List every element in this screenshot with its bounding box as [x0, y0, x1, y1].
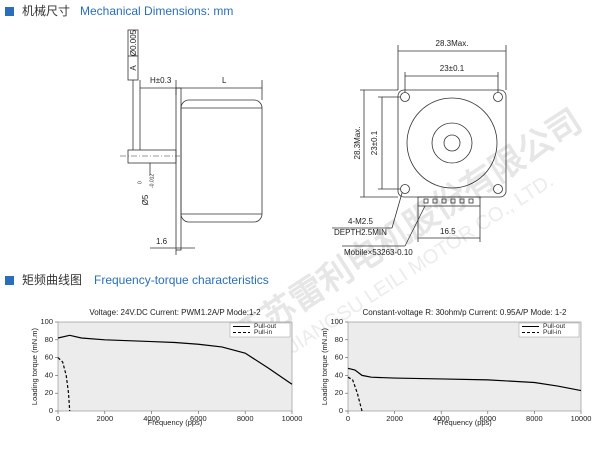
y-tick-label: 60 — [335, 353, 343, 362]
heading-icon — [5, 276, 14, 285]
dim-label: 0 — [137, 181, 143, 184]
front-view: 28.3Max. 23±0.1 28.3Max. 23±0.1 4-M2.5 D… — [332, 39, 507, 257]
x-tick-label: 4000 — [433, 414, 450, 423]
legend-label: Pull-in — [254, 329, 272, 336]
x-axis-label: Frequency (pps) — [437, 418, 492, 427]
x-tick-label: 0 — [56, 414, 60, 423]
x-tick-label: 0 — [346, 414, 350, 423]
x-tick-label: 10000 — [282, 414, 303, 423]
y-tick-label: 0 — [339, 406, 343, 415]
x-tick-label: 6000 — [190, 414, 207, 423]
dim-label: L — [222, 76, 227, 85]
legend-label: Pull-in — [543, 329, 561, 336]
series-line — [57, 334, 293, 385]
heading-cn: 机械尺寸 — [22, 3, 70, 18]
dim-label: -0.012 — [149, 174, 155, 188]
dim-label: 1.6 — [156, 237, 168, 246]
y-tick-label: 0 — [49, 406, 53, 415]
heading-en: Mechanical Dimensions: mm — [80, 4, 233, 18]
y-tick-label: 80 — [45, 335, 53, 344]
dim-label: Ø0.005 — [129, 29, 138, 56]
x-tick-label: 8000 — [526, 414, 543, 423]
legend-label: Pull-out — [254, 323, 276, 330]
y-tick-label: 40 — [45, 370, 53, 379]
heading-cn: 矩频曲线图 — [22, 273, 82, 287]
dim-label: Ø5 — [141, 194, 150, 205]
dim-label: Mobile×53263-0.10 — [344, 248, 413, 257]
dim-label: 23±0.1 — [370, 130, 379, 155]
dim-label: 4-M2.5 — [348, 217, 373, 226]
dim-label: A — [129, 65, 138, 71]
dim-label: 16.5 — [440, 227, 456, 236]
heading-icon — [5, 7, 14, 16]
y-tick-label: 100 — [40, 317, 53, 326]
chart-title: Constant-voltage R: 30ohm/p Current: 0.9… — [363, 308, 568, 317]
dim-label: 28.3Max. — [353, 127, 362, 160]
y-tick-label: 80 — [335, 335, 343, 344]
dim-label: DEPTH2.5MIN — [334, 228, 387, 237]
dim-label: 28.3Max. — [436, 39, 469, 48]
x-tick-label: 2000 — [386, 414, 403, 423]
dim-label: H±0.3 — [150, 76, 172, 85]
x-tick-label: 4000 — [143, 414, 160, 423]
dim-label: 23±0.1 — [440, 64, 465, 73]
y-tick-label: 20 — [335, 388, 343, 397]
x-axis-label: Frequency (pps) — [148, 418, 203, 427]
x-tick-label: 6000 — [479, 414, 496, 423]
y-tick-label: 60 — [45, 353, 53, 362]
series-line — [57, 357, 71, 412]
x-tick-label: 10000 — [571, 414, 592, 423]
chart-title: Voltage: 24V.DC Current: PWM1.2A/P Mode:… — [89, 308, 261, 317]
legend-label: Pull-out — [543, 323, 565, 330]
y-axis-label: Loading torque (mN.m) — [30, 327, 39, 405]
x-tick-label: 2000 — [96, 414, 113, 423]
y-tick-label: 20 — [45, 388, 53, 397]
series-line — [347, 367, 582, 392]
x-tick-label: 8000 — [237, 414, 254, 423]
y-tick-label: 40 — [335, 370, 343, 379]
y-axis-label: Loading torque (mN.m) — [320, 327, 329, 405]
side-view: Ø0.005 A H±0.3 L Ø5 0 -0.012 1.6 — [120, 29, 263, 255]
y-tick-label: 100 — [330, 317, 343, 326]
heading-en: Frequency-torque characteristics — [94, 273, 269, 287]
